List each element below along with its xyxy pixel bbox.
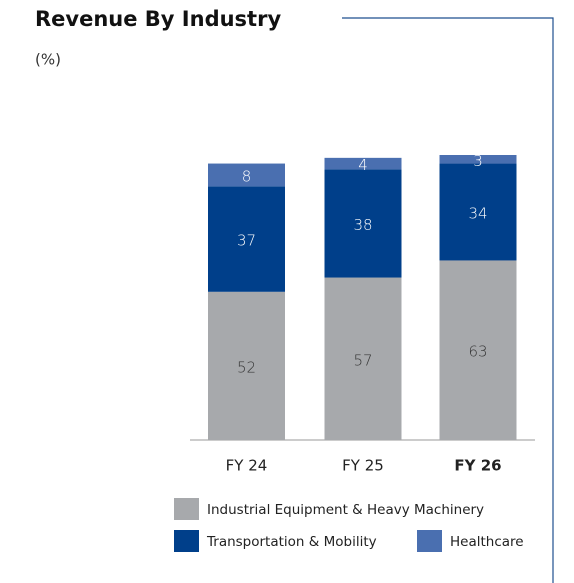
legend-swatch <box>174 498 199 520</box>
value-label: 8 <box>242 167 252 185</box>
value-label: 57 <box>353 351 372 369</box>
x-tick-label: FY 25 <box>342 457 384 475</box>
bar-segment <box>324 157 402 170</box>
legend-label: Healthcare <box>450 534 524 550</box>
value-label: 38 <box>353 216 372 234</box>
bar-segment <box>208 291 285 440</box>
value-label: 4 <box>358 156 368 174</box>
legend-swatch <box>417 530 442 552</box>
bar-segment <box>324 169 402 278</box>
x-tick-label: FY 26 <box>454 457 501 475</box>
legend-label: Transportation & Mobility <box>206 534 377 550</box>
value-label: 63 <box>468 343 487 361</box>
bar-segment <box>439 155 517 164</box>
value-label: 52 <box>237 358 256 376</box>
bar-segment <box>439 260 517 440</box>
value-label: 37 <box>237 232 256 250</box>
legend-label: Industrial Equipment & Heavy Machinery <box>207 502 484 518</box>
bar-segment <box>439 163 517 261</box>
bar-segment <box>208 186 285 292</box>
value-label: 34 <box>468 205 487 223</box>
chart-subtitle: (%) <box>35 51 61 69</box>
legend-swatch <box>174 530 199 552</box>
bar-segment <box>208 163 285 187</box>
value-label: 3 <box>473 152 483 170</box>
frame <box>342 17 554 583</box>
bar-segment <box>324 277 402 440</box>
chart-title: Revenue By Industry <box>35 7 281 31</box>
x-tick-label: FY 24 <box>226 457 268 475</box>
